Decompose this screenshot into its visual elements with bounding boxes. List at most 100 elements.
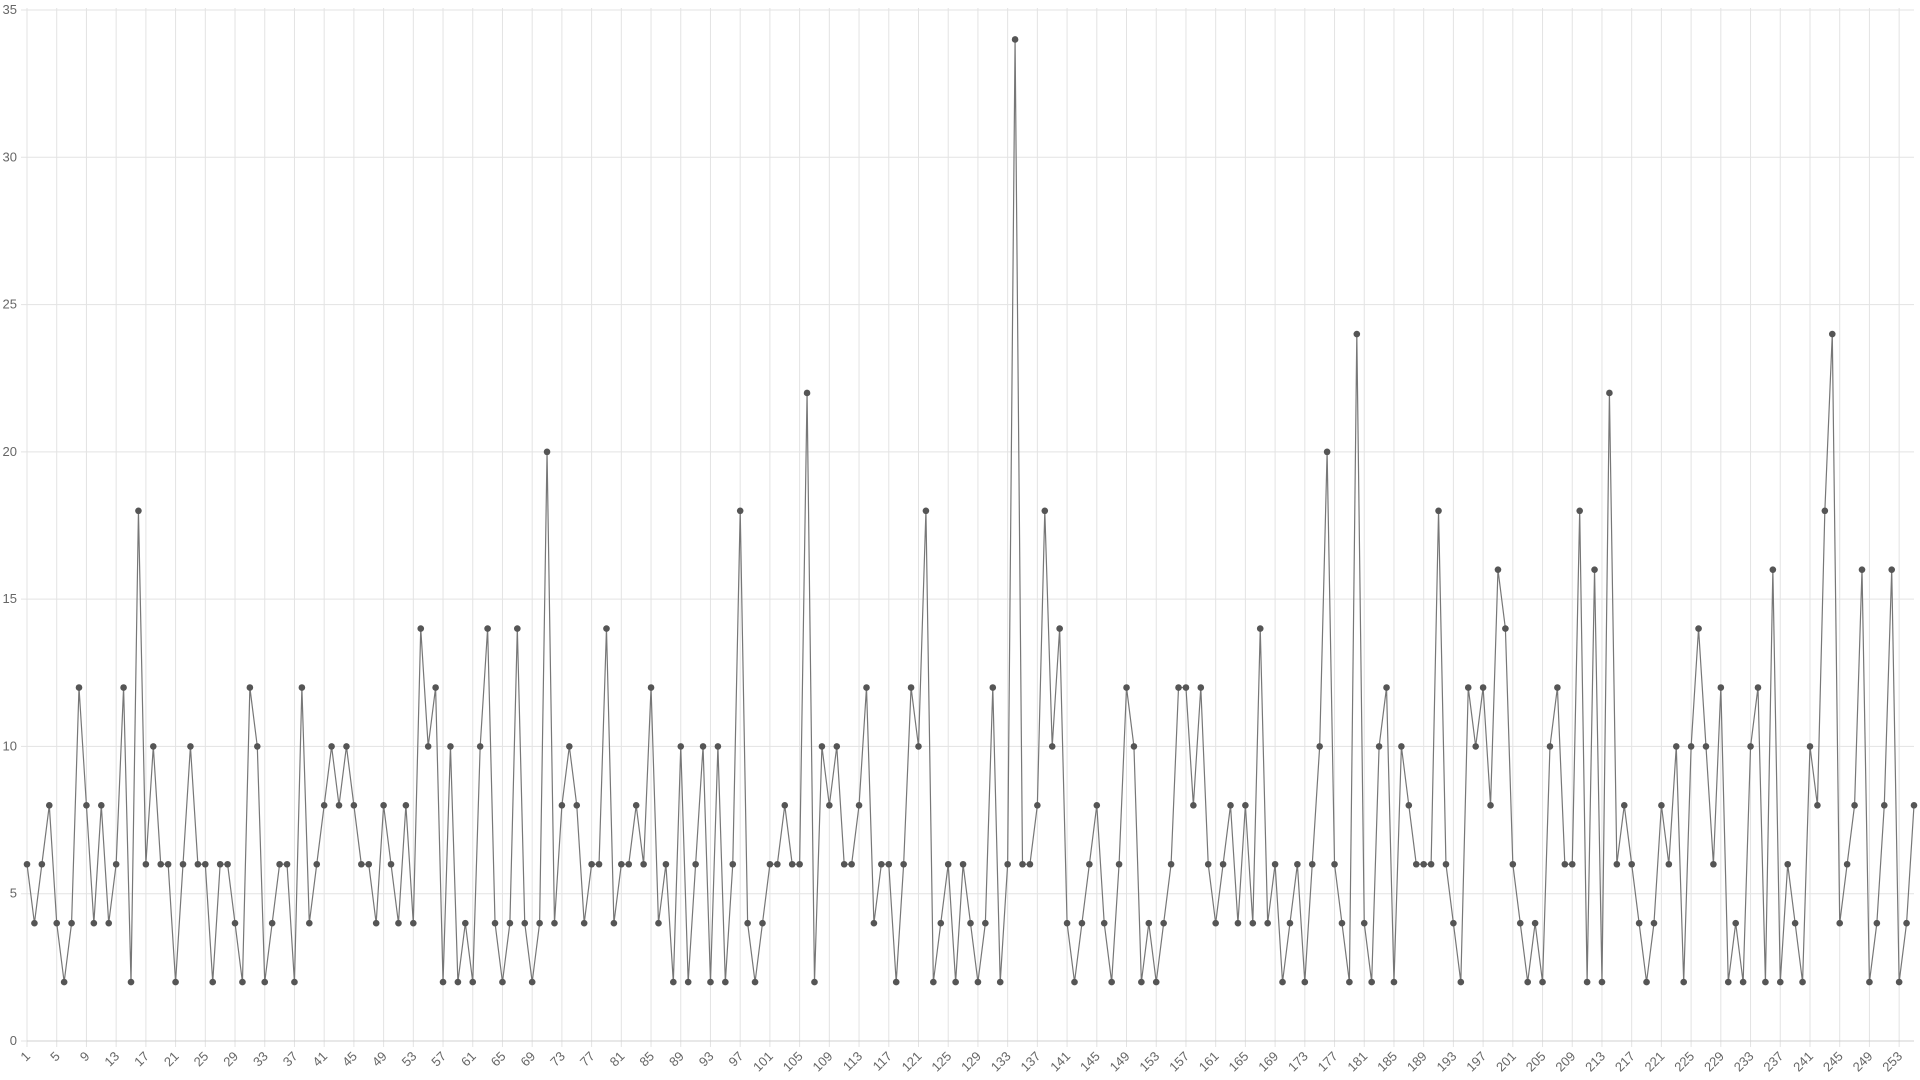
data-point	[1100, 919, 1108, 927]
data-point	[1866, 978, 1873, 986]
data-point	[268, 919, 276, 927]
data-point	[1903, 919, 1910, 927]
x-tick-label: 189	[1404, 1049, 1430, 1075]
data-point	[662, 860, 670, 868]
data-point	[172, 978, 179, 986]
data-point	[254, 743, 261, 750]
data-point	[499, 978, 506, 986]
data-point	[1509, 860, 1517, 868]
x-tick-label: 117	[870, 1049, 895, 1074]
data-point	[1398, 743, 1405, 750]
data-point	[313, 860, 321, 868]
data-point	[201, 860, 209, 868]
x-tick-label: 53	[399, 1049, 420, 1070]
x-tick-label: 141	[1047, 1049, 1073, 1075]
data-point	[365, 860, 373, 868]
data-point	[1011, 36, 1019, 43]
data-point	[97, 802, 105, 809]
data-point	[1048, 743, 1056, 750]
data-point	[410, 919, 417, 927]
data-point	[1502, 625, 1509, 632]
data-point	[506, 919, 514, 927]
data-point	[1405, 802, 1413, 809]
x-tick-label: 253	[1879, 1049, 1905, 1075]
data-point	[1234, 919, 1242, 927]
data-point	[1910, 802, 1918, 809]
data-point	[670, 978, 677, 986]
data-point	[231, 919, 239, 927]
data-point	[722, 978, 729, 986]
y-tick-label: 25	[3, 297, 17, 312]
data-point	[952, 978, 959, 986]
data-point	[246, 684, 254, 691]
x-tick-label: 185	[1374, 1049, 1400, 1075]
data-point	[1732, 919, 1740, 927]
data-point	[692, 860, 699, 868]
x-tick-label: 161	[1196, 1049, 1222, 1075]
data-point	[53, 919, 61, 927]
data-point	[157, 860, 165, 868]
data-point	[187, 743, 194, 750]
data-point	[424, 743, 432, 750]
data-point	[484, 625, 491, 632]
data-point	[120, 684, 127, 691]
data-point	[588, 860, 595, 868]
data-point	[1680, 978, 1687, 986]
x-tick-label: 173	[1285, 1049, 1311, 1075]
data-point	[625, 860, 633, 868]
data-point	[1635, 919, 1643, 927]
data-point	[83, 802, 90, 809]
data-point	[878, 860, 885, 868]
data-line	[26, 39, 1915, 983]
data-point	[1323, 448, 1331, 456]
data-point	[350, 802, 358, 809]
data-point	[1784, 860, 1792, 868]
data-point	[1019, 860, 1026, 868]
x-tick-label: 121	[899, 1049, 925, 1075]
x-tick-label: 113	[840, 1049, 865, 1074]
data-point	[528, 978, 536, 986]
x-tick-label: 77	[577, 1049, 598, 1070]
data-point	[729, 860, 737, 868]
data-point	[1754, 684, 1762, 691]
data-point	[261, 978, 269, 986]
data-point	[632, 802, 640, 809]
data-point	[714, 743, 722, 750]
data-point	[1895, 978, 1903, 986]
data-point	[1576, 507, 1583, 515]
data-point	[1249, 919, 1257, 927]
data-point	[774, 860, 781, 868]
data-point	[1628, 860, 1635, 868]
data-point	[855, 802, 863, 809]
data-point	[1702, 743, 1710, 750]
data-point	[1167, 860, 1175, 868]
data-point	[1063, 919, 1071, 927]
data-point	[811, 978, 818, 986]
x-tick-label: 69	[517, 1049, 538, 1070]
data-point	[454, 978, 462, 986]
data-point	[930, 978, 937, 986]
data-point	[1479, 684, 1487, 691]
data-point	[1212, 919, 1219, 927]
x-tick-label: 137	[1018, 1049, 1044, 1075]
data-point	[380, 802, 387, 809]
data-point	[1360, 919, 1368, 927]
data-point	[1427, 860, 1435, 868]
x-tick-label: 25	[191, 1049, 212, 1070]
data-point	[826, 802, 833, 809]
data-point	[521, 919, 529, 927]
x-tick-label: 125	[928, 1049, 954, 1075]
data-point	[1256, 625, 1264, 632]
data-point	[551, 919, 558, 927]
data-point	[239, 978, 246, 986]
data-point	[1843, 860, 1851, 868]
data-point	[1435, 507, 1442, 515]
data-point	[1197, 684, 1205, 691]
data-point	[1531, 919, 1539, 927]
data-point	[38, 860, 46, 868]
data-point	[1152, 978, 1160, 986]
data-point	[1858, 566, 1866, 573]
data-point	[320, 802, 328, 809]
data-point	[1190, 802, 1197, 809]
